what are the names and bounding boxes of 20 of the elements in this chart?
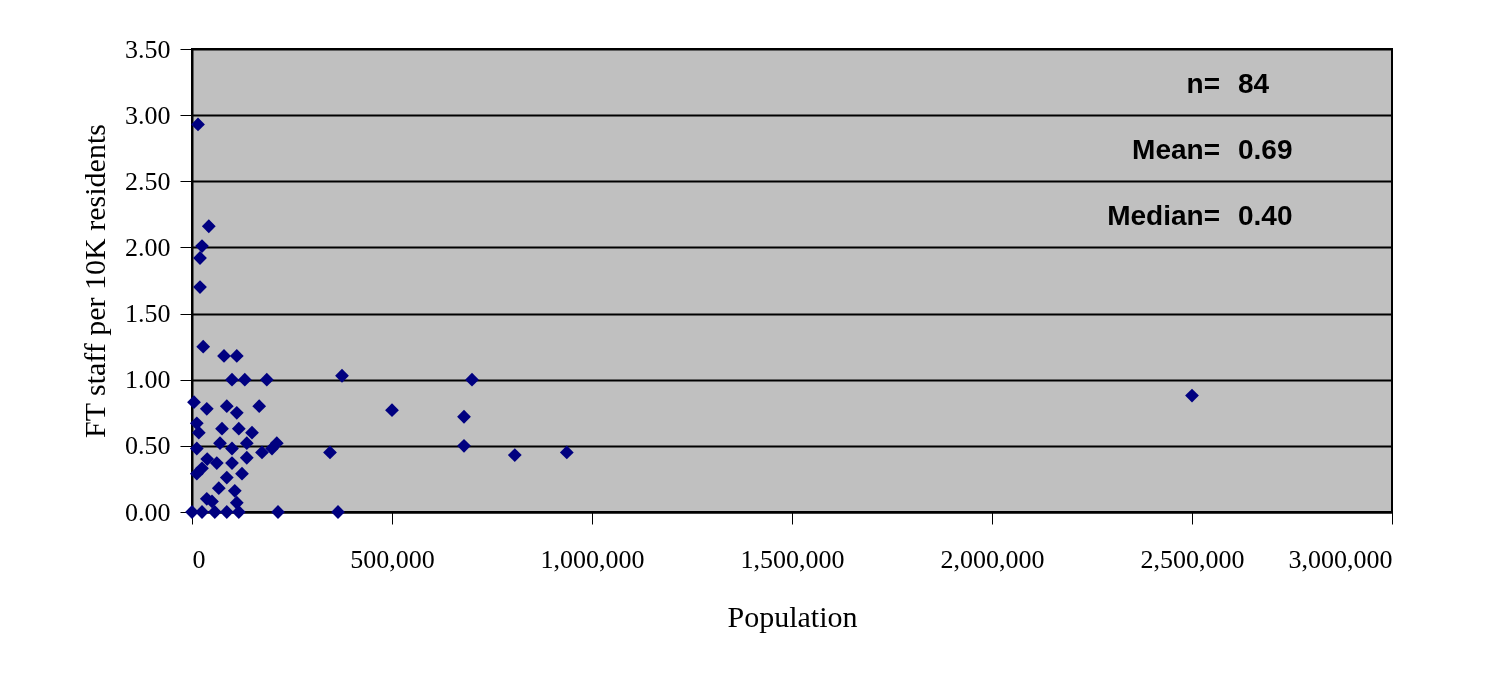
x-tick-label: 0 <box>192 544 206 574</box>
x-axis-title: Population <box>727 599 858 633</box>
x-tick-label: 500,000 <box>350 544 435 574</box>
annotation: Median= 0.40 <box>1107 200 1293 231</box>
y-tick-label: 0.00 <box>125 497 171 527</box>
x-tick-label: 3,000,000 <box>1288 544 1393 574</box>
x-tick-label: 2,500,000 <box>1140 544 1245 574</box>
y-tick-label: 1.50 <box>125 299 171 329</box>
y-tick-label: 2.00 <box>125 232 171 262</box>
x-tick-label: 2,000,000 <box>940 544 1045 574</box>
annotation: n= 84 <box>1186 68 1270 99</box>
x-tick-label: 1,000,000 <box>540 544 645 574</box>
y-tick-label: 2.50 <box>125 166 171 196</box>
y-tick-label: 0.50 <box>125 431 171 461</box>
x-tick-label: 1,500,000 <box>740 544 845 574</box>
y-tick-label: 3.50 <box>125 34 171 64</box>
y-axis-title: FT staff per 10K residents <box>78 124 111 438</box>
y-tick-label: 1.00 <box>125 365 171 395</box>
y-tick-label: 3.00 <box>125 100 171 130</box>
annotation: Mean= 0.69 <box>1132 134 1293 165</box>
